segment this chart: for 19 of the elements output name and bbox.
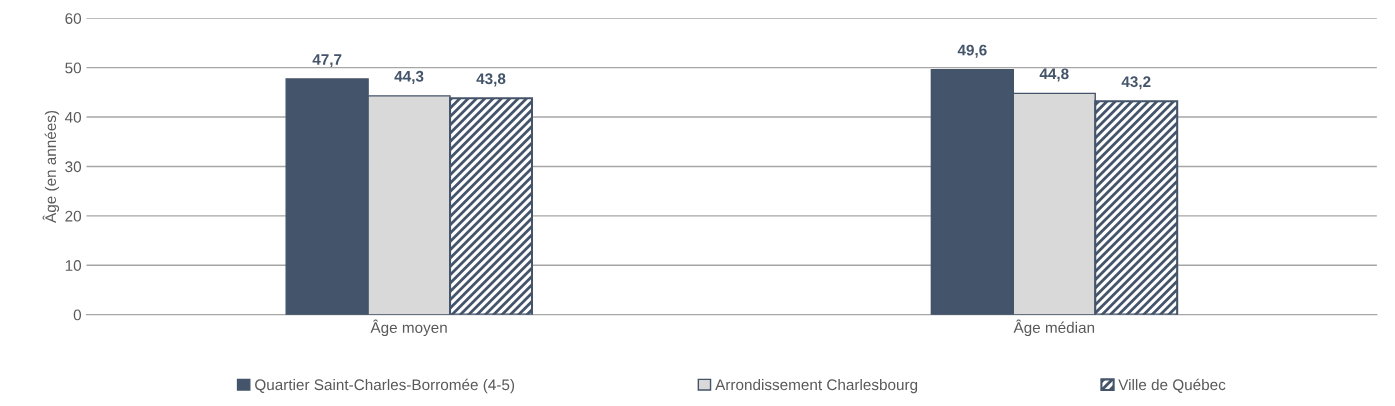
data-label: 44,8 (1039, 68, 1069, 82)
legend-label: Arrondissement Charlesbourg (715, 378, 918, 394)
legend-label: Quartier Saint-Charles-Borromée (4-5) (255, 378, 515, 394)
y-tick-label: 20 (65, 210, 82, 222)
data-label: 44,3 (394, 70, 424, 84)
data-label: 49,6 (957, 44, 987, 58)
y-tick-label: 60 (65, 13, 82, 24)
data-label: 43,8 (476, 73, 506, 87)
x-tick-label: Âge médian (1013, 319, 1095, 337)
y-tick-label: 40 (64, 111, 82, 123)
x-tick-label: Âge moyen (370, 319, 447, 337)
data-label: 47,7 (312, 54, 342, 68)
y-tick-label: 50 (65, 62, 82, 74)
y-tick-label: 0 (73, 309, 82, 321)
y-axis-title: Âge (en années) (42, 110, 60, 223)
data-label: 43,2 (1121, 76, 1151, 90)
y-tick-label: 10 (65, 260, 82, 271)
y-tick-label: 30 (65, 161, 82, 173)
legend-label: Ville de Québec (1118, 378, 1226, 393)
